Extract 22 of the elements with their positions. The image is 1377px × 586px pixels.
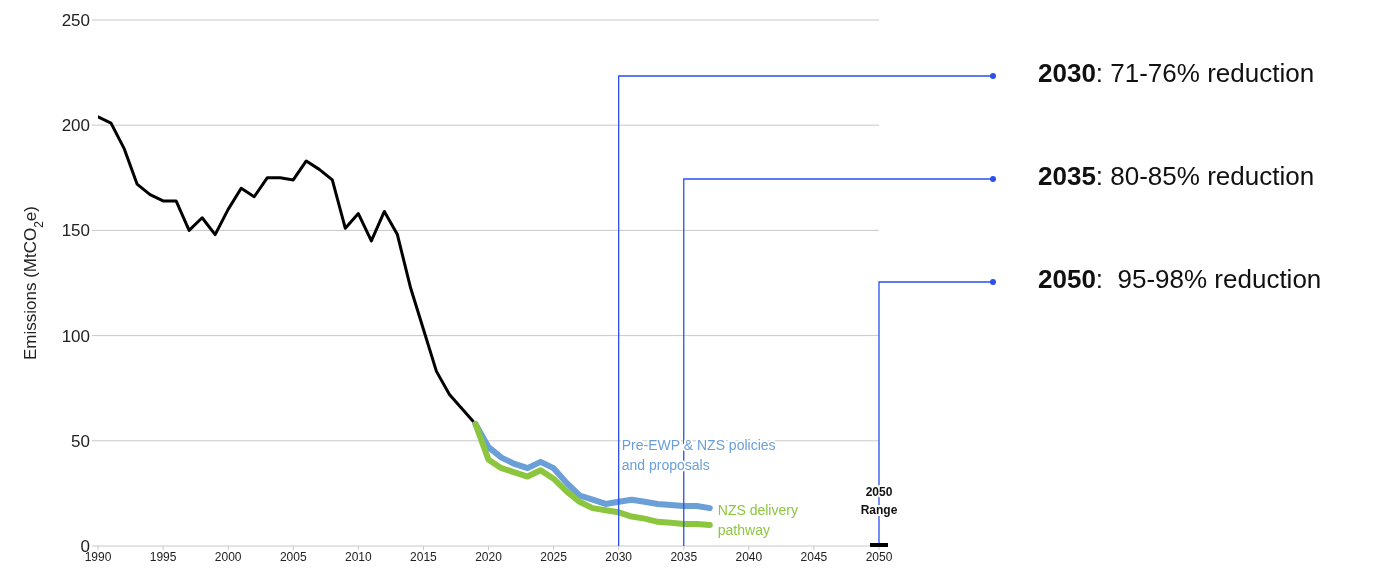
x-tick-label: 2010 (344, 549, 372, 564)
x-tick-label: 2045 (800, 549, 828, 564)
series-label: NZS delivery pathway (717, 501, 798, 538)
y-tick-label: 150 (61, 221, 90, 241)
x-tick-label: 2040 (735, 549, 763, 564)
ref-line-label: 2035: 80-85% reduction (1038, 161, 1315, 191)
x-tick-label: 2050 (865, 549, 893, 564)
x-tick-label: 2005 (279, 549, 307, 564)
y-tick-label: 250 (61, 11, 90, 31)
x-tick-label: 2000 (214, 549, 242, 564)
ref-line-label: 2030: 71-76% reduction (1038, 58, 1315, 88)
x-tick-label: 2025 (540, 549, 568, 564)
line-series (98, 115, 477, 426)
y-tick-label: 200 (61, 116, 90, 136)
ref-line-label: 2050: 95-98% reduction (1038, 264, 1322, 294)
x-tick-label: 2030 (605, 549, 633, 564)
y-tick-label: 50 (71, 431, 90, 451)
x-tick-label: 1995 (149, 549, 177, 564)
y-tick-label: 100 (61, 326, 90, 346)
x-tick-label: 2035 (670, 549, 698, 564)
x-tick-label: 2020 (475, 549, 503, 564)
x-tick-label: 2015 (410, 549, 438, 564)
